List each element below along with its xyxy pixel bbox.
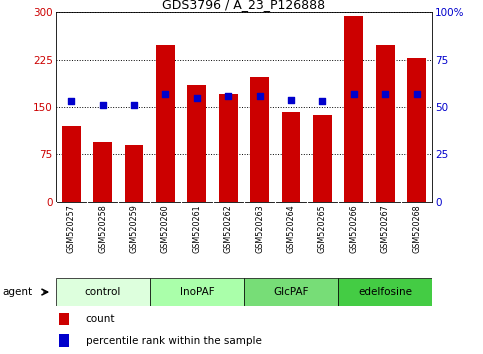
Text: GSM520268: GSM520268	[412, 204, 421, 253]
Bar	[59, 313, 70, 325]
Text: GlcPAF: GlcPAF	[273, 287, 309, 297]
Point	[68, 98, 75, 104]
Text: control: control	[85, 287, 121, 297]
Bar	[56, 279, 150, 306]
Text: count: count	[85, 314, 115, 325]
Bar	[244, 279, 338, 306]
Point	[350, 91, 357, 97]
Bar	[93, 142, 112, 202]
Text: GSM520258: GSM520258	[98, 204, 107, 253]
Text: InoPAF: InoPAF	[180, 287, 214, 297]
Bar	[62, 126, 81, 202]
Bar	[250, 77, 269, 202]
Text: GSM520264: GSM520264	[286, 204, 296, 253]
Point	[99, 102, 107, 108]
Text: GSM520262: GSM520262	[224, 204, 233, 253]
Title: GDS3796 / A_23_P126888: GDS3796 / A_23_P126888	[162, 0, 326, 11]
Text: GSM520261: GSM520261	[192, 204, 201, 253]
Bar	[59, 334, 70, 347]
Point	[382, 91, 389, 97]
Point	[130, 102, 138, 108]
Bar	[313, 115, 332, 202]
Text: GSM520263: GSM520263	[255, 204, 264, 253]
Bar	[376, 45, 395, 202]
Bar	[407, 58, 426, 202]
Point	[287, 97, 295, 102]
Text: percentile rank within the sample: percentile rank within the sample	[85, 336, 262, 346]
Text: edelfosine: edelfosine	[358, 287, 412, 297]
Point	[256, 93, 264, 98]
Text: GSM520259: GSM520259	[129, 204, 139, 253]
Bar	[219, 95, 238, 202]
Bar	[125, 145, 143, 202]
Text: GSM520266: GSM520266	[349, 204, 358, 253]
Point	[161, 91, 170, 97]
Point	[319, 98, 327, 104]
Bar	[344, 16, 363, 202]
Text: GSM520260: GSM520260	[161, 204, 170, 253]
Point	[193, 95, 201, 101]
Point	[412, 91, 420, 97]
Text: GSM520265: GSM520265	[318, 204, 327, 253]
Bar	[156, 45, 175, 202]
Text: GSM520257: GSM520257	[67, 204, 76, 253]
Text: GSM520267: GSM520267	[381, 204, 390, 253]
Bar	[187, 85, 206, 202]
Bar	[150, 279, 244, 306]
Bar	[282, 112, 300, 202]
Bar	[338, 279, 432, 306]
Text: agent: agent	[2, 287, 32, 297]
Point	[224, 93, 232, 98]
